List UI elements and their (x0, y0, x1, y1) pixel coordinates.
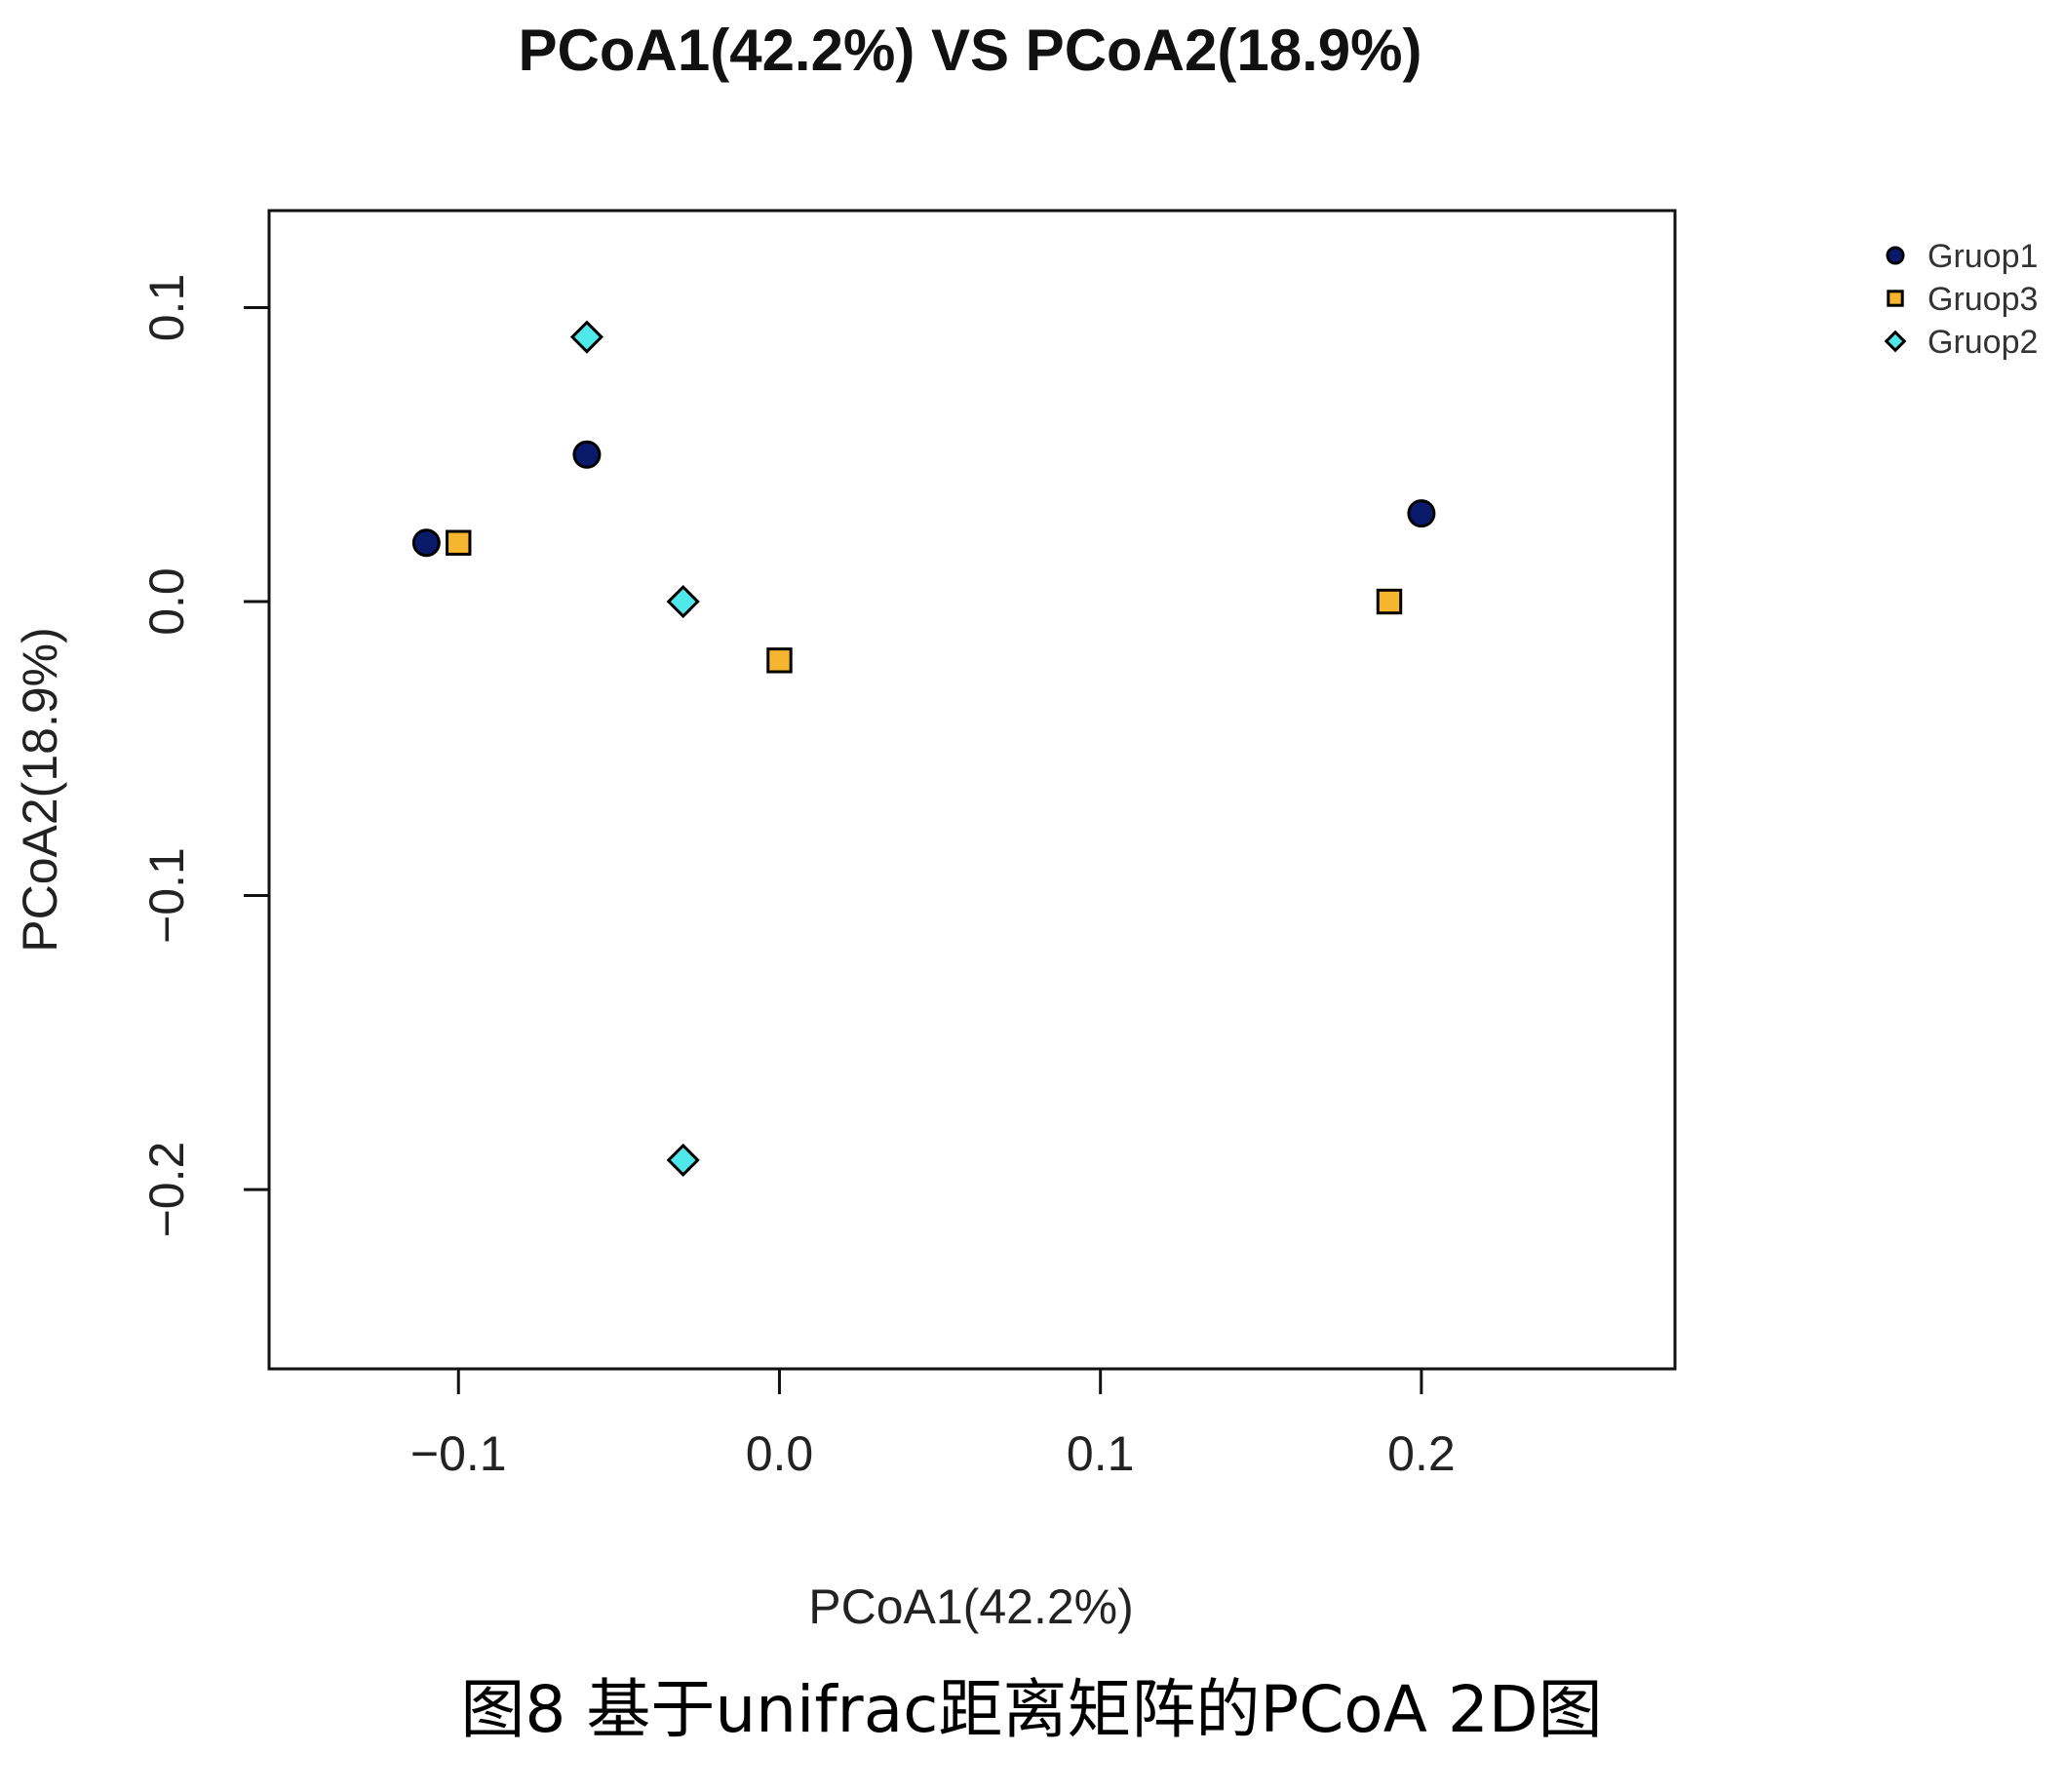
y-tick-label: −0.1 (139, 847, 194, 944)
legend-label-gruop3: Gruop3 (1928, 281, 2038, 318)
y-axis: 0.1 0.0 −0.1 −0.2 (139, 274, 271, 1238)
x-tick-label: 0.1 (1067, 1426, 1135, 1481)
legend-marker-gruop2 (1884, 330, 1907, 353)
data-points (411, 320, 1436, 1177)
data-point-gruop2 (569, 320, 604, 354)
y-tick-label: −0.2 (139, 1142, 194, 1238)
x-axis: −0.1 0.0 0.1 0.2 (410, 1367, 1456, 1481)
plot-frame (267, 209, 1677, 1371)
data-point-gruop1 (411, 528, 441, 558)
x-axis-title: PCoA1(42.2%) (808, 1579, 1134, 1634)
data-point-gruop1 (572, 440, 602, 469)
legend: Gruop1 Gruop3 Gruop2 (1884, 238, 2038, 361)
x-tick-label: 0.0 (746, 1426, 814, 1481)
chart-title: PCoA1(42.2%) VS PCoA2(18.9%) (519, 18, 1422, 83)
data-point-gruop2 (666, 1143, 700, 1177)
data-point-gruop1 (1407, 499, 1436, 528)
legend-marker-gruop3 (1887, 290, 1904, 307)
data-point-gruop2 (666, 584, 700, 619)
data-point-gruop3 (766, 647, 793, 674)
data-point-gruop3 (1376, 588, 1403, 615)
x-tick-label: −0.1 (410, 1426, 507, 1481)
legend-label-gruop2: Gruop2 (1928, 324, 2038, 361)
figure-caption: 图8 基于unifrac距离矩阵的PCoA 2D图 (460, 1672, 1602, 1747)
y-axis-title: PCoA2(18.9%) (13, 627, 67, 953)
data-point-gruop3 (446, 529, 472, 556)
y-tick-label: 0.0 (139, 567, 194, 636)
x-tick-label: 0.2 (1387, 1426, 1456, 1481)
y-tick-label: 0.1 (139, 274, 194, 342)
legend-marker-gruop1 (1886, 246, 1905, 265)
legend-label-gruop1: Gruop1 (1928, 238, 2038, 275)
